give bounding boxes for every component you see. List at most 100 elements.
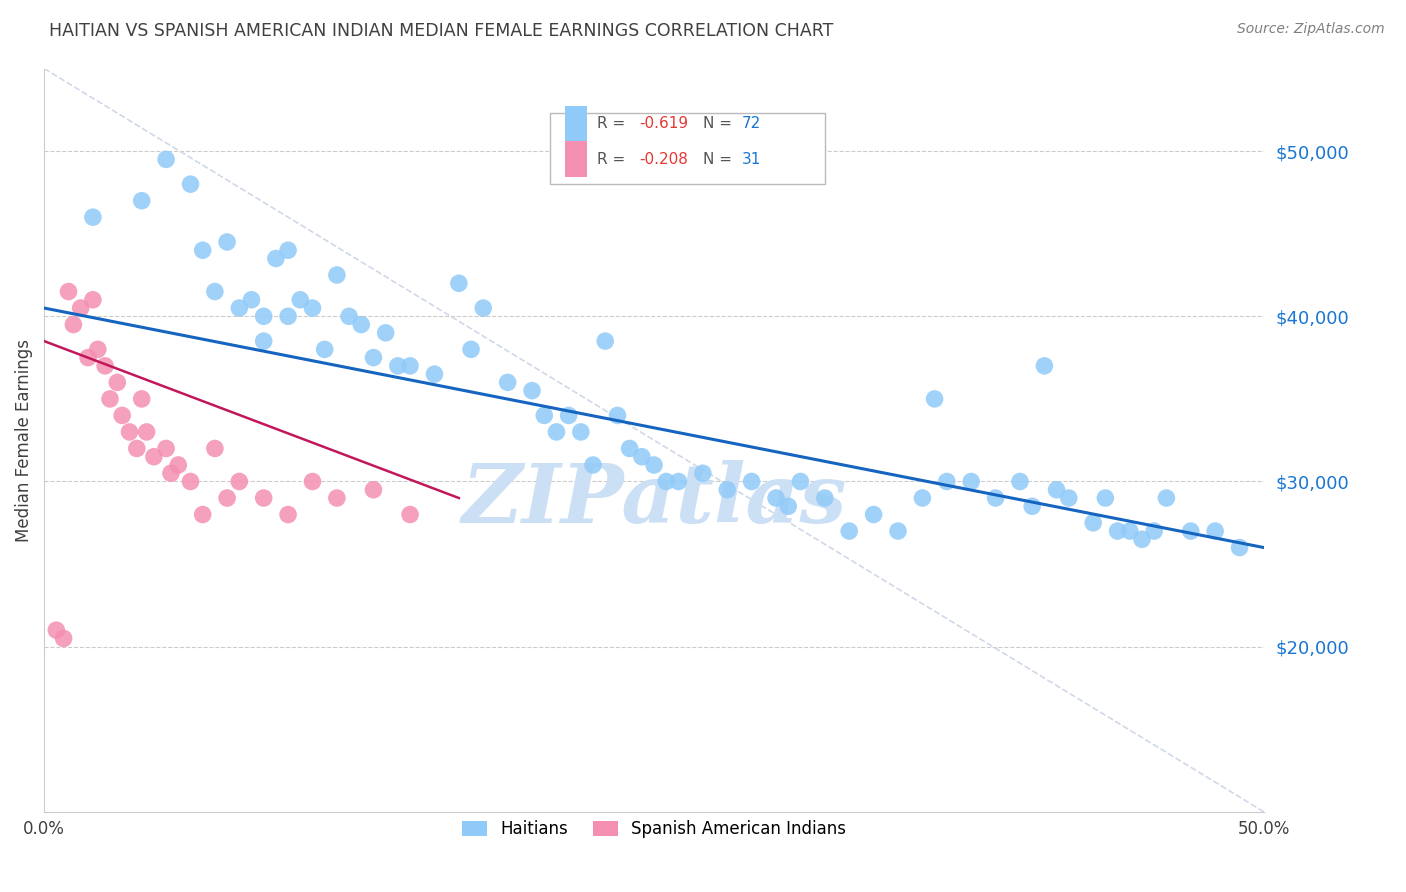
Point bbox=[160, 467, 183, 481]
Point bbox=[1143, 524, 1166, 538]
Point bbox=[240, 293, 263, 307]
Text: R =: R = bbox=[596, 117, 630, 131]
Point bbox=[655, 475, 678, 489]
Point bbox=[765, 491, 787, 505]
Point bbox=[301, 475, 323, 489]
Text: 72: 72 bbox=[742, 117, 761, 131]
Point bbox=[155, 442, 177, 456]
Point bbox=[911, 491, 934, 505]
Point bbox=[142, 450, 165, 464]
Point bbox=[668, 475, 690, 489]
Point bbox=[887, 524, 910, 538]
Point bbox=[253, 491, 276, 505]
Point bbox=[52, 632, 75, 646]
Point bbox=[741, 475, 763, 489]
Point bbox=[520, 384, 543, 398]
Point bbox=[472, 301, 495, 315]
Point bbox=[191, 508, 214, 522]
Point bbox=[167, 458, 190, 472]
Point bbox=[253, 334, 276, 348]
Point bbox=[789, 475, 811, 489]
Point bbox=[277, 310, 299, 324]
Point bbox=[1204, 524, 1226, 538]
Point bbox=[1021, 500, 1043, 514]
Point bbox=[326, 268, 349, 282]
Point bbox=[838, 524, 860, 538]
Point bbox=[1083, 516, 1105, 530]
Point bbox=[228, 301, 250, 315]
Text: N =: N = bbox=[703, 152, 737, 167]
Point bbox=[716, 483, 738, 497]
Point bbox=[1229, 541, 1251, 555]
Point bbox=[217, 491, 239, 505]
Point bbox=[179, 475, 201, 489]
Point bbox=[94, 359, 117, 373]
Point bbox=[619, 442, 641, 456]
Point bbox=[984, 491, 1007, 505]
Point bbox=[423, 367, 446, 381]
Point bbox=[496, 376, 519, 390]
FancyBboxPatch shape bbox=[565, 106, 586, 142]
Point bbox=[363, 351, 385, 365]
Text: Source: ZipAtlas.com: Source: ZipAtlas.com bbox=[1237, 22, 1385, 37]
Point bbox=[1156, 491, 1178, 505]
FancyBboxPatch shape bbox=[565, 142, 586, 178]
Point bbox=[337, 310, 360, 324]
Point bbox=[290, 293, 312, 307]
Point bbox=[1130, 533, 1153, 547]
Text: -0.619: -0.619 bbox=[640, 117, 689, 131]
Legend: Haitians, Spanish American Indians: Haitians, Spanish American Indians bbox=[456, 814, 853, 845]
Point bbox=[606, 409, 628, 423]
Point bbox=[593, 334, 616, 348]
Point bbox=[111, 409, 134, 423]
Text: -0.208: -0.208 bbox=[640, 152, 689, 167]
Point bbox=[105, 376, 128, 390]
Point bbox=[277, 244, 299, 258]
Point bbox=[253, 310, 276, 324]
Point bbox=[191, 244, 214, 258]
Point bbox=[58, 285, 80, 299]
Point bbox=[399, 508, 422, 522]
Point bbox=[350, 318, 373, 332]
Point bbox=[264, 252, 287, 266]
Point bbox=[460, 343, 482, 357]
Point bbox=[1180, 524, 1202, 538]
Y-axis label: Median Female Earnings: Median Female Earnings bbox=[15, 339, 32, 541]
Point bbox=[387, 359, 409, 373]
Text: ZIPatlas: ZIPatlas bbox=[461, 459, 846, 540]
Point bbox=[557, 409, 579, 423]
Point bbox=[277, 508, 299, 522]
Point bbox=[62, 318, 84, 332]
Point bbox=[692, 467, 714, 481]
Point bbox=[447, 277, 470, 291]
Point bbox=[217, 235, 239, 249]
Point bbox=[326, 491, 349, 505]
Point bbox=[1094, 491, 1116, 505]
Point bbox=[228, 475, 250, 489]
Point bbox=[131, 392, 153, 406]
Point bbox=[630, 450, 652, 464]
Point bbox=[1107, 524, 1129, 538]
Text: HAITIAN VS SPANISH AMERICAN INDIAN MEDIAN FEMALE EARNINGS CORRELATION CHART: HAITIAN VS SPANISH AMERICAN INDIAN MEDIA… bbox=[49, 22, 834, 40]
Point bbox=[814, 491, 837, 505]
Point bbox=[643, 458, 665, 472]
Point bbox=[399, 359, 422, 373]
Point bbox=[135, 425, 157, 439]
Point bbox=[374, 326, 396, 340]
Point bbox=[533, 409, 555, 423]
Point bbox=[924, 392, 946, 406]
Point bbox=[204, 285, 226, 299]
Point bbox=[45, 623, 67, 637]
Point bbox=[569, 425, 592, 439]
Point bbox=[98, 392, 121, 406]
Point bbox=[301, 301, 323, 315]
Point bbox=[1057, 491, 1080, 505]
Point bbox=[935, 475, 957, 489]
Point bbox=[131, 194, 153, 208]
Point bbox=[204, 442, 226, 456]
Point bbox=[960, 475, 983, 489]
Point bbox=[1119, 524, 1142, 538]
Point bbox=[778, 500, 800, 514]
Point bbox=[82, 293, 104, 307]
Point bbox=[87, 343, 110, 357]
